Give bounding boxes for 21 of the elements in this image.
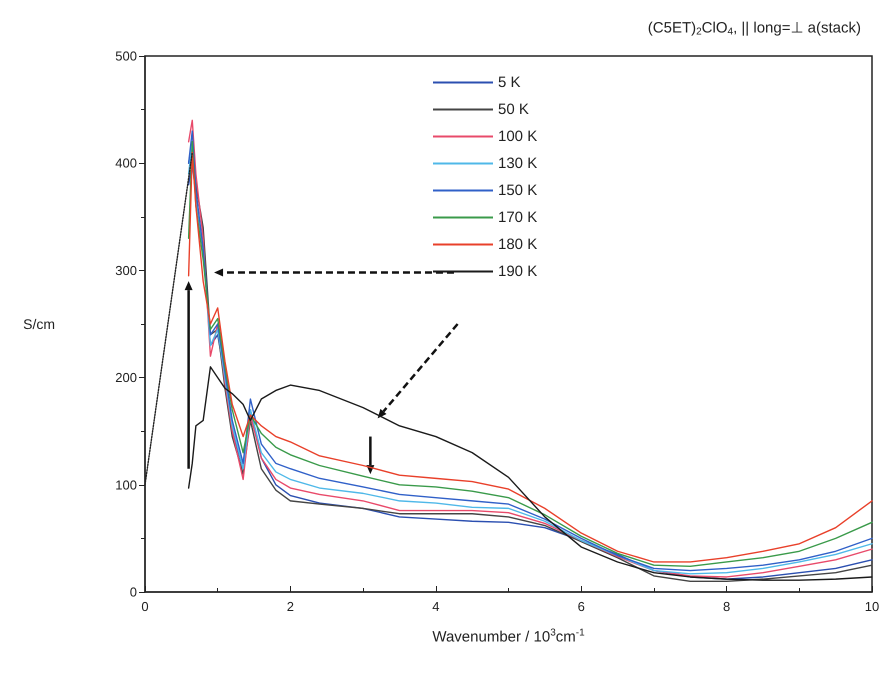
legend-label: 5 K: [498, 74, 521, 91]
legend-label: 100 K: [498, 128, 538, 145]
y-tick-label: 400: [115, 156, 137, 171]
y-tick-label: 200: [115, 370, 137, 386]
y-axis-title: S/cm: [23, 316, 55, 332]
legend-label: 150 K: [498, 182, 538, 199]
x-tick-label: 4: [432, 599, 440, 614]
y-tick-label: 500: [115, 48, 137, 64]
y-tick-label: 0: [130, 584, 137, 600]
x-tick-label: 10: [864, 599, 880, 614]
legend-label: 190 K: [498, 263, 538, 280]
legend-label: 170 K: [498, 209, 538, 226]
y-tick-label: 300: [115, 262, 137, 278]
legend-label: 50 K: [498, 101, 529, 118]
x-tick-label: 2: [286, 599, 294, 614]
x-tick-label: 8: [722, 599, 730, 614]
x-tick-label: 0: [141, 599, 149, 614]
x-tick-label: 6: [578, 599, 585, 614]
y-tick-label: 100: [115, 477, 137, 492]
legend-label: 130 K: [498, 155, 538, 172]
legend-label: 180 K: [498, 236, 538, 253]
